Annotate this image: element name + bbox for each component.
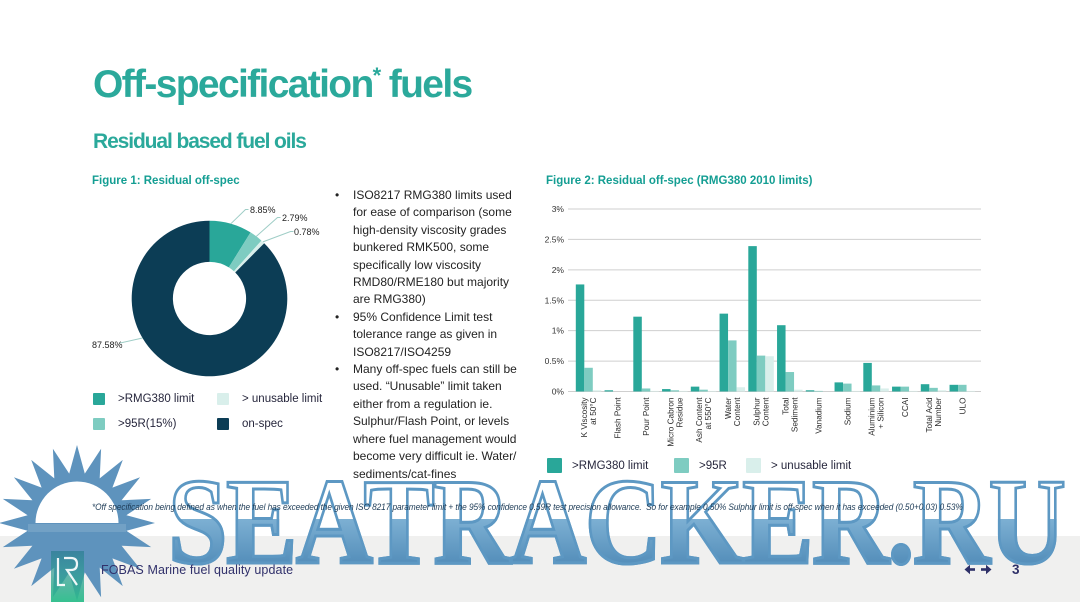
svg-text:1.5%: 1.5% — [545, 295, 565, 305]
svg-text:CCAI: CCAI — [901, 398, 910, 418]
svg-text:Micro Cabron: Micro Cabron — [666, 397, 675, 447]
svg-text:Number: Number — [934, 397, 943, 426]
svg-text:Residue: Residue — [675, 397, 684, 427]
svg-text:Pour Point: Pour Point — [642, 397, 651, 436]
svg-text:2.5%: 2.5% — [545, 234, 565, 244]
svg-text:Vanadium: Vanadium — [815, 397, 824, 433]
svg-text:Sediment: Sediment — [790, 397, 799, 432]
svg-text:Water: Water — [724, 397, 733, 419]
svg-text:0.5%: 0.5% — [545, 356, 565, 366]
svg-text:at 50°C: at 50°C — [589, 397, 598, 424]
svg-text:Sodium: Sodium — [843, 397, 852, 425]
svg-text:Sulphur: Sulphur — [753, 397, 762, 425]
svg-text:3%: 3% — [552, 204, 565, 214]
svg-text:Content: Content — [762, 397, 771, 426]
svg-text:Total Acid: Total Acid — [925, 397, 934, 432]
svg-text:at 550°C: at 550°C — [704, 397, 713, 429]
svg-text:1%: 1% — [552, 326, 565, 336]
svg-text:ULO: ULO — [958, 398, 967, 415]
svg-text:Aluminium: Aluminium — [868, 397, 877, 435]
svg-text:0%: 0% — [552, 387, 565, 397]
svg-text:2%: 2% — [552, 265, 565, 275]
svg-text:Total: Total — [781, 397, 790, 414]
svg-text:Content: Content — [733, 397, 742, 426]
svg-text:Flash Point: Flash Point — [613, 397, 622, 439]
svg-text:Ash Content: Ash Content — [695, 397, 704, 443]
svg-text:K Viscosity: K Viscosity — [580, 397, 589, 438]
svg-text:+ Silicon: + Silicon — [877, 397, 886, 429]
